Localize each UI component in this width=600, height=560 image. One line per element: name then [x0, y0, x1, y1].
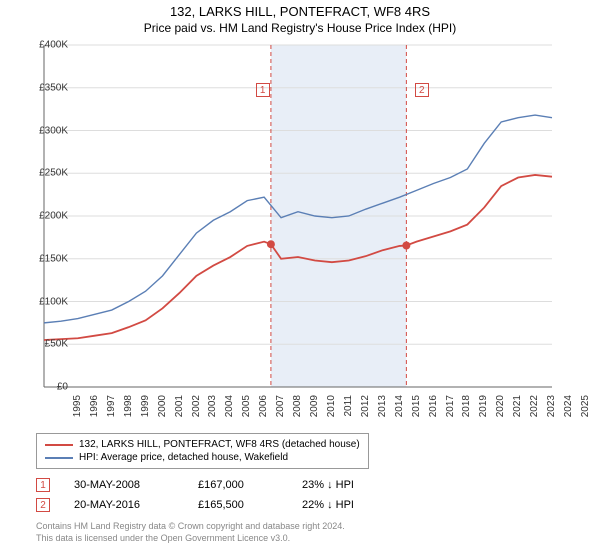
x-axis-label: 2008: [292, 395, 303, 425]
x-axis-label: 1998: [123, 395, 134, 425]
y-axis-label: £250K: [28, 168, 68, 179]
x-axis-label: 2017: [445, 395, 456, 425]
legend-box: 132, LARKS HILL, PONTEFRACT, WF8 4RS (de…: [36, 433, 369, 469]
footnote-line1: Contains HM Land Registry data © Crown c…: [36, 521, 590, 533]
x-axis-label: 2009: [309, 395, 320, 425]
x-axis-label: 2011: [343, 395, 354, 425]
line-chart-svg: [36, 41, 560, 391]
x-axis-label: 1996: [89, 395, 100, 425]
y-axis-label: £50K: [28, 339, 68, 350]
event-marker-1: 1: [256, 83, 270, 97]
event-date: 30-MAY-2008: [74, 479, 174, 491]
event-row: 2 20-MAY-2016 £165,500 22% ↓ HPI: [36, 495, 590, 515]
chart-plot-area: £0£50K£100K£150K£200K£250K£300K£350K£400…: [36, 41, 596, 391]
event-delta: 22% ↓ HPI: [302, 499, 354, 511]
event-marker-2: 2: [415, 83, 429, 97]
x-axis-label: 1997: [106, 395, 117, 425]
x-axis-label: 2018: [461, 395, 472, 425]
event-price: £165,500: [198, 499, 278, 511]
legend-row: HPI: Average price, detached house, Wake…: [45, 451, 360, 464]
x-axis-label: 2004: [224, 395, 235, 425]
y-axis-label: £200K: [28, 211, 68, 222]
legend-swatch: [45, 444, 73, 446]
y-axis-label: £100K: [28, 296, 68, 307]
x-axis-label: 2013: [377, 395, 388, 425]
x-axis-label: 2024: [563, 395, 574, 425]
x-axis-label: 2021: [512, 395, 523, 425]
chart-container: 132, LARKS HILL, PONTEFRACT, WF8 4RS Pri…: [0, 0, 600, 560]
x-axis-label: 2019: [478, 395, 489, 425]
x-axis-label: 2002: [191, 395, 202, 425]
x-axis-label: 2022: [529, 395, 540, 425]
event-marker-box: 1: [36, 478, 50, 492]
legend-swatch: [45, 457, 73, 459]
x-axis-label: 2016: [428, 395, 439, 425]
x-axis-label: 1995: [72, 395, 83, 425]
event-row: 1 30-MAY-2008 £167,000 23% ↓ HPI: [36, 475, 590, 495]
x-axis-label: 2012: [360, 395, 371, 425]
x-axis-label: 2006: [258, 395, 269, 425]
y-axis-label: £300K: [28, 125, 68, 136]
event-price: £167,000: [198, 479, 278, 491]
y-axis-label: £350K: [28, 82, 68, 93]
y-axis-label: £0: [28, 382, 68, 393]
x-axis-label: 2023: [546, 395, 557, 425]
x-axis-label: 2020: [495, 395, 506, 425]
y-axis-label: £150K: [28, 253, 68, 264]
x-axis-label: 1999: [140, 395, 151, 425]
footnote-line2: This data is licensed under the Open Gov…: [36, 533, 590, 545]
event-marker-box: 2: [36, 498, 50, 512]
legend-and-events: 132, LARKS HILL, PONTEFRACT, WF8 4RS (de…: [36, 433, 590, 515]
legend-row: 132, LARKS HILL, PONTEFRACT, WF8 4RS (de…: [45, 438, 360, 451]
chart-subtitle: Price paid vs. HM Land Registry's House …: [0, 19, 600, 41]
x-axis-label: 2025: [580, 395, 591, 425]
event-delta: 23% ↓ HPI: [302, 479, 354, 491]
x-axis-label: 2003: [207, 395, 218, 425]
y-axis-label: £400K: [28, 40, 68, 51]
x-axis-label: 2014: [394, 395, 405, 425]
x-axis-label: 2010: [326, 395, 337, 425]
x-axis-label: 2015: [411, 395, 422, 425]
footnote: Contains HM Land Registry data © Crown c…: [36, 521, 590, 544]
event-table: 1 30-MAY-2008 £167,000 23% ↓ HPI 2 20-MAY-201…: [36, 475, 590, 515]
x-axis-label: 2001: [174, 395, 185, 425]
x-axis-label: 2005: [241, 395, 252, 425]
x-axis-label: 2000: [157, 395, 168, 425]
event-date: 20-MAY-2016: [74, 499, 174, 511]
x-axis-label: 2007: [275, 395, 286, 425]
chart-title: 132, LARKS HILL, PONTEFRACT, WF8 4RS: [0, 0, 600, 19]
legend-label: HPI: Average price, detached house, Wake…: [79, 452, 288, 463]
legend-label: 132, LARKS HILL, PONTEFRACT, WF8 4RS (de…: [79, 439, 360, 450]
